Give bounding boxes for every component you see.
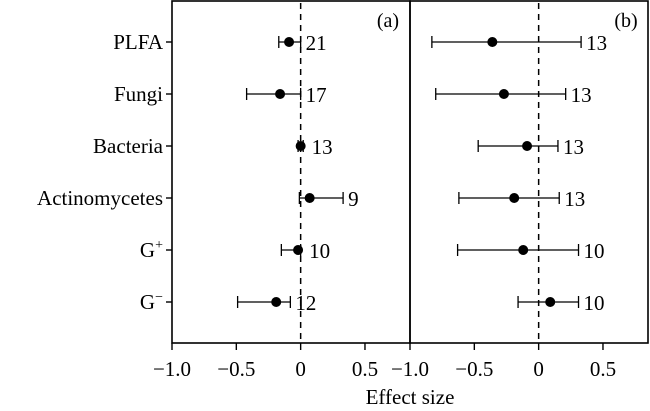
mean-point bbox=[275, 89, 286, 99]
sample-size-label: 17 bbox=[306, 83, 327, 107]
sample-size-label: 10 bbox=[309, 239, 330, 263]
mean-point bbox=[498, 89, 509, 99]
row-label: Actinomycetes bbox=[37, 186, 163, 210]
sample-size-label: 13 bbox=[563, 135, 584, 159]
mean-point bbox=[271, 297, 282, 307]
mean-point bbox=[509, 193, 520, 203]
row-label: PLFA bbox=[113, 30, 164, 54]
row-label: G− bbox=[140, 290, 163, 314]
x-tick-label: 0 bbox=[295, 357, 306, 381]
sample-size-label: 13 bbox=[564, 187, 585, 211]
mean-point bbox=[295, 141, 306, 151]
x-tick-label: −1.0 bbox=[153, 357, 191, 381]
sample-size-label: 21 bbox=[306, 31, 327, 55]
row-labels: PLFA Fungi Bacteria Actinomycetes G+ G− bbox=[37, 30, 172, 314]
mean-point bbox=[518, 245, 529, 255]
x-axis-label: Effect size bbox=[366, 385, 455, 409]
x-tick-label: 0.5 bbox=[590, 357, 616, 381]
mean-point bbox=[304, 193, 315, 203]
x-tick-label: 0.5 bbox=[352, 357, 378, 381]
panel-a-frame bbox=[171, 0, 411, 344]
sample-size-label: 13 bbox=[586, 31, 607, 55]
row-label: G+ bbox=[140, 238, 163, 262]
x-tick-label: −1.0 bbox=[391, 357, 429, 381]
row-label: Bacteria bbox=[93, 134, 164, 158]
x-tick-label: −0.5 bbox=[455, 357, 493, 381]
panel-a-plot: −1.0 −0.5 0 0.5 21 17 13 9 10 12 bbox=[153, 3, 378, 381]
panel-b-plot: −1.0 −0.5 0 0.5 13 13 13 13 10 10 bbox=[391, 3, 616, 381]
mean-point bbox=[522, 141, 533, 151]
mean-point bbox=[284, 37, 295, 47]
sample-size-label: 12 bbox=[295, 291, 316, 315]
row-label: Fungi bbox=[114, 82, 163, 106]
mean-point bbox=[545, 297, 556, 307]
sample-size-label: 10 bbox=[584, 291, 605, 315]
x-tick-label: 0 bbox=[533, 357, 544, 381]
panel-b-tag: (b) bbox=[614, 10, 637, 32]
panel-b-frame bbox=[409, 0, 649, 344]
sample-size-label: 13 bbox=[571, 83, 592, 107]
panel-a-tag: (a) bbox=[377, 10, 399, 32]
sample-size-label: 9 bbox=[348, 187, 359, 211]
mean-point bbox=[293, 245, 304, 255]
sample-size-label: 13 bbox=[312, 135, 333, 159]
x-tick-label: −0.5 bbox=[217, 357, 255, 381]
sample-size-label: 10 bbox=[584, 239, 605, 263]
mean-point bbox=[487, 37, 498, 47]
